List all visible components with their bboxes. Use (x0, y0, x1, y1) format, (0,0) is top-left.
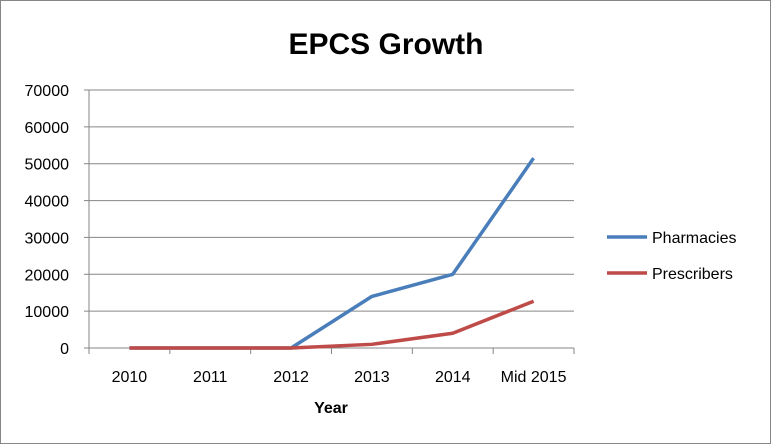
legend-label: Prescribers (652, 266, 733, 283)
x-tick-label: Mid 2015 (501, 369, 567, 386)
chart-title: EPCS Growth (288, 28, 483, 61)
legend-label: Pharmacies (652, 230, 736, 247)
x-tick-label: 2014 (435, 369, 471, 386)
y-tick-label: 50000 (25, 157, 70, 174)
series-line-prescribers (129, 299, 535, 350)
y-tick-label: 0 (60, 341, 69, 358)
x-tick-label: 2012 (273, 369, 309, 386)
x-tick-label: 2013 (354, 369, 390, 386)
y-tick-label: 60000 (25, 120, 70, 137)
y-tick-label: 30000 (25, 230, 70, 247)
y-tick-label: 70000 (25, 83, 70, 100)
x-tick-label: 2010 (112, 369, 148, 386)
y-tick-label: 20000 (25, 267, 70, 284)
x-tick-label: 2011 (193, 369, 228, 386)
x-axis-label: Year (314, 400, 348, 417)
series-line-pharmacies (129, 157, 536, 350)
y-tick-label: 10000 (25, 304, 70, 321)
y-tick-label: 40000 (25, 194, 70, 211)
